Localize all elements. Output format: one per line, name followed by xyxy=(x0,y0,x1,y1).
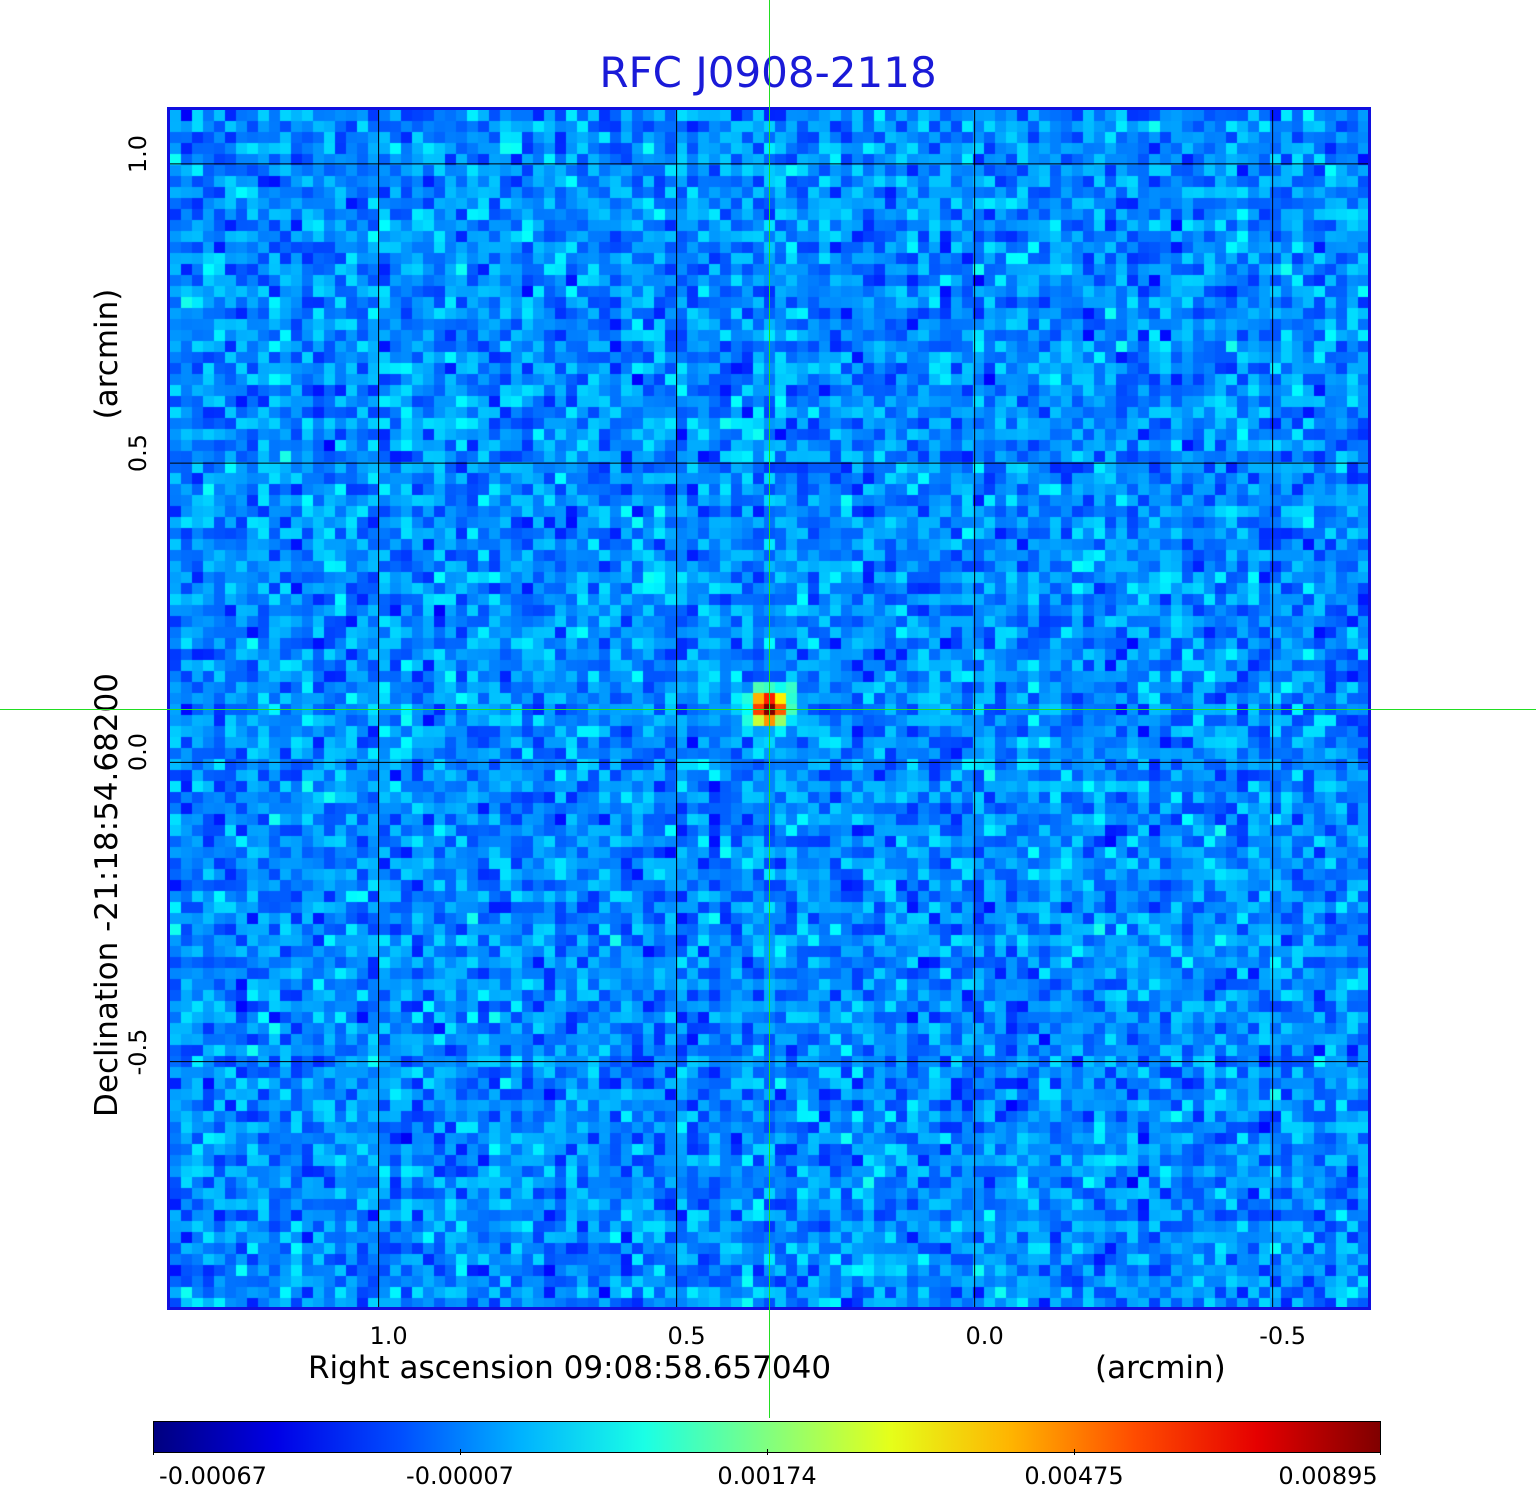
y-tick-label: 0.5 xyxy=(124,434,152,473)
x-tick-label: -0.5 xyxy=(1259,1322,1307,1350)
colorbar-tick-label: 0.00174 xyxy=(717,1462,817,1490)
colorbar-tick-mark xyxy=(1380,1449,1381,1455)
colorbar-tick-mark xyxy=(460,1449,461,1455)
y-tick-label: 1.0 xyxy=(124,134,152,173)
colorbar-tick-mark xyxy=(767,1449,768,1455)
colorbar-tick-mark xyxy=(1074,1449,1075,1455)
y-tick-label: 0.0 xyxy=(124,733,152,772)
crosshair-horizontal xyxy=(0,709,1536,710)
x-axis-unit: (arcmin) xyxy=(1095,1350,1226,1386)
chart-title: RFC J0908-2118 xyxy=(599,48,937,97)
x-axis-label: Right ascension 09:08:58.657040 xyxy=(308,1350,832,1386)
colorbar-tick-label: -0.00067 xyxy=(159,1462,267,1490)
x-tick-label: 1.0 xyxy=(369,1322,408,1350)
y-axis-unit: (arcmin) xyxy=(89,288,125,420)
y-tick-label: -0.5 xyxy=(124,1028,152,1076)
x-tick-label: 0.0 xyxy=(965,1322,1004,1350)
colorbar-tick-mark xyxy=(153,1449,154,1455)
colorbar xyxy=(153,1421,1381,1453)
colorbar-tick-label: 0.00475 xyxy=(1024,1462,1124,1490)
colorbar-tick-label: -0.00007 xyxy=(406,1462,514,1490)
x-tick-label: 0.5 xyxy=(667,1322,706,1350)
colorbar-tick-label: 0.00895 xyxy=(1278,1462,1378,1490)
y-axis-label: Declination -21:18:54.68200 xyxy=(89,673,125,1117)
